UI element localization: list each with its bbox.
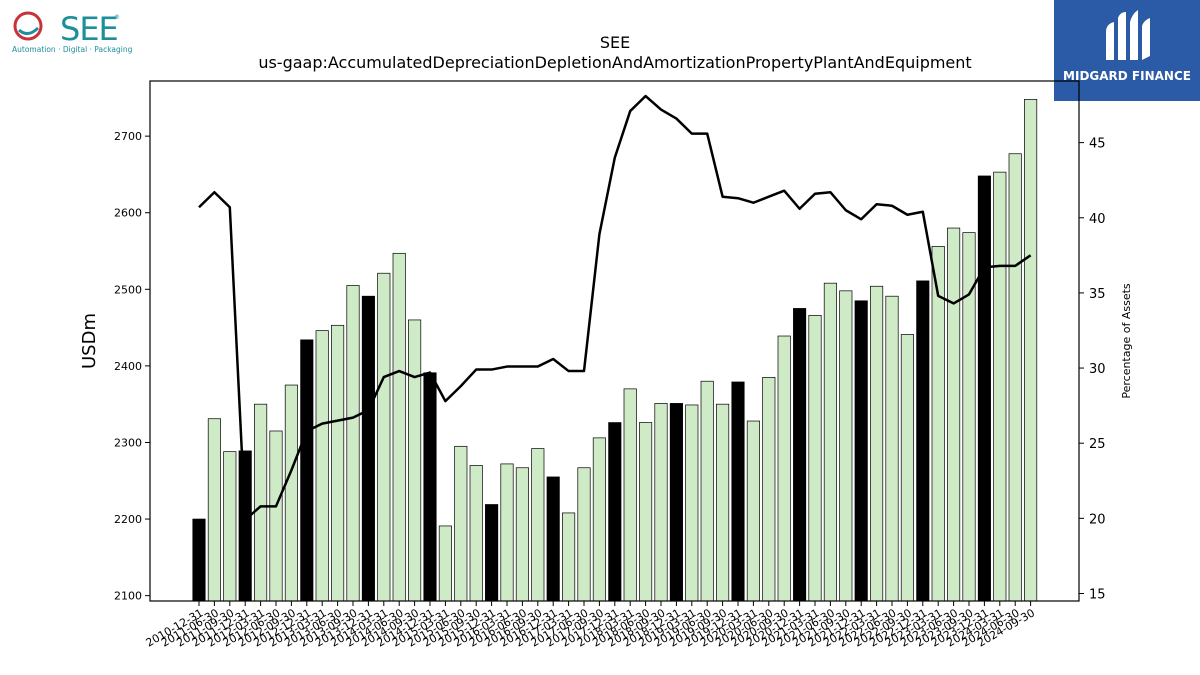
bar-2017-06-30 [592, 437, 606, 602]
see-logo: SEE ® Automation · Digital · Packaging [10, 8, 133, 58]
bar-2011-12-31 [254, 403, 268, 602]
bar-2023-03-31 [947, 227, 961, 602]
x-axis: 2010-12-312011-06-302011-09-302011-12-31… [144, 601, 1037, 650]
bar-2013-06-30 [346, 285, 360, 602]
bar-2015-09-30 [485, 504, 499, 602]
bar-2023-12-31 [993, 171, 1007, 602]
y-tick-label: 2600 [114, 207, 142, 220]
y2-tick-label: 45 [1089, 137, 1106, 152]
bar-2019-03-31 [700, 380, 714, 602]
y2-tick-label: 40 [1089, 212, 1106, 227]
y-tick-label: 2400 [114, 360, 142, 373]
bar-2019-12-31 [746, 420, 760, 602]
y-tick-label: 2200 [114, 513, 142, 526]
bar-2016-03-31 [515, 467, 529, 602]
y2-tick-label: 25 [1089, 437, 1106, 452]
bar-2019-06-30 [716, 403, 730, 602]
bar-2020-09-30 [793, 308, 807, 602]
see-logo-tagline: Automation · Digital · Packaging [12, 45, 133, 54]
bar-2012-03-31 [269, 430, 283, 602]
bar-2018-06-30 [654, 403, 668, 602]
see-logo-mark-icon [13, 11, 43, 41]
bar-2021-12-31 [870, 285, 884, 602]
bar-2019-09-30 [731, 381, 745, 602]
y2-axis: 15 20 25 30 35 40 45 [1079, 137, 1106, 602]
bar-2012-09-30 [300, 339, 314, 602]
bar-2022-06-30 [900, 334, 914, 602]
see-logo-trademark: ® [114, 14, 120, 21]
bar-2020-12-31 [808, 314, 822, 602]
y2-tick-label: 35 [1089, 287, 1106, 302]
bar-2020-06-30 [777, 335, 791, 602]
bar-2024-06-30 [1024, 99, 1038, 602]
bar-2020-03-31 [762, 377, 776, 602]
bar-2016-12-31 [562, 512, 576, 602]
bar-2018-03-31 [639, 422, 653, 602]
bar-2011-09-30 [238, 450, 252, 602]
chart-subtitle: us-gaap:AccumulatedDepreciationDepletion… [258, 53, 971, 72]
bar-2015-06-30 [469, 465, 483, 602]
bar-2022-09-30 [916, 280, 930, 602]
y2-tick-label: 15 [1089, 587, 1106, 602]
y2-axis-label: Percentage of Assets [1120, 283, 1133, 399]
bar-2013-09-30 [361, 295, 375, 602]
y-tick-label: 2100 [114, 590, 142, 603]
bar-2013-12-31 [377, 272, 391, 602]
y-tick-label: 2700 [114, 130, 142, 143]
line-layer [198, 94, 1032, 522]
bar-2011-06-30 [223, 451, 237, 602]
percentage-line [198, 94, 1032, 522]
bar-2021-06-30 [839, 290, 853, 602]
bar-2018-12-31 [685, 404, 699, 602]
bar-2016-09-30 [546, 476, 560, 602]
bar-2014-12-31 [438, 525, 452, 602]
bar-2023-09-30 [977, 175, 991, 602]
bar-2015-03-31 [454, 445, 468, 602]
bar-2012-06-30 [284, 384, 298, 602]
bar-2013-03-31 [331, 324, 345, 602]
see-logo-text: SEE [60, 10, 119, 48]
bar-2014-06-30 [408, 319, 422, 602]
y2-tick-label: 20 [1089, 512, 1106, 527]
y-axis: 2100 2200 2300 2400 2500 2600 2700 [114, 130, 150, 603]
chart-title: SEE [600, 33, 630, 52]
midgard-logo-text: MIDGARD FINANCE [1063, 69, 1191, 83]
bar-2017-09-30 [608, 422, 622, 602]
bar-2016-06-30 [531, 448, 545, 602]
bar-2021-03-31 [823, 282, 837, 602]
bar-2012-12-31 [315, 330, 329, 602]
bar-2024-03-31 [1008, 153, 1022, 602]
bar-2022-12-31 [931, 246, 945, 602]
bar-2021-09-30 [854, 300, 868, 602]
y-axis-label: USDm [79, 313, 100, 369]
y-tick-label: 2300 [114, 436, 142, 449]
bar-2014-03-31 [392, 252, 406, 602]
bar-2017-12-31 [623, 388, 637, 602]
bars-layer [192, 99, 1038, 602]
bar-2011-03-31 [207, 418, 221, 602]
bar-2015-12-31 [500, 463, 514, 602]
bar-2010-12-31 [192, 518, 206, 602]
midgard-finance-logo: MIDGARD FINANCE [1054, 0, 1200, 101]
y-tick-label: 2500 [114, 283, 142, 296]
bar-2014-09-30 [423, 372, 437, 602]
y2-tick-label: 30 [1089, 362, 1106, 377]
bar-2018-09-30 [669, 403, 683, 602]
bar-2022-03-31 [885, 295, 899, 602]
midgard-logo-mark-icon [1106, 10, 1150, 60]
bar-2017-03-31 [577, 467, 591, 602]
